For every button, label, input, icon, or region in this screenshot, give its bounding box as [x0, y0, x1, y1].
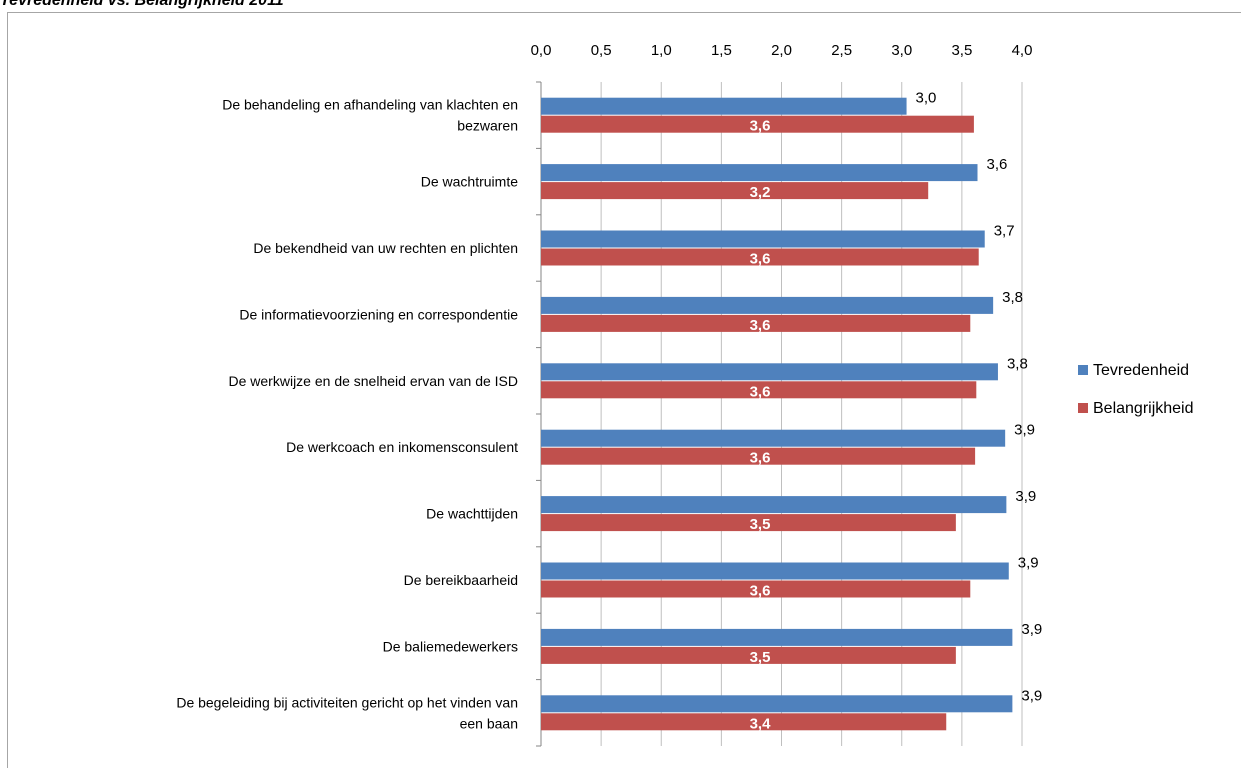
x-tick-label: 3,0 — [891, 42, 912, 59]
bar-tevredenheid — [541, 562, 1009, 580]
bar-tevredenheid — [541, 164, 978, 182]
category-label: De werkwijze en de snelheid ervan van de… — [229, 373, 519, 389]
legend-label: Tevredenheid — [1093, 362, 1189, 379]
bar-belangrijkheid — [541, 381, 977, 399]
category-label: De begeleiding bij activiteiten gericht … — [176, 694, 518, 710]
data-label-belangrijkheid: 3,6 — [750, 118, 771, 135]
data-label-belangrijkheid: 3,6 — [750, 583, 771, 600]
bar-belangrijkheid — [541, 646, 956, 664]
bar-belangrijkheid — [541, 713, 947, 731]
data-label-belangrijkheid: 3,5 — [750, 649, 771, 666]
data-label-belangrijkheid: 3,6 — [750, 450, 771, 467]
legend-swatch — [1078, 403, 1088, 413]
x-tick-label: 0,5 — [591, 42, 612, 59]
data-label-tevredenheid: 3,9 — [1021, 687, 1042, 704]
data-label-belangrijkheid: 3,4 — [750, 715, 772, 732]
category-label: bezwaren — [457, 118, 518, 134]
data-label-belangrijkheid: 3,6 — [750, 383, 771, 400]
category-label: De bekendheid van uw rechten en plichten — [253, 240, 518, 256]
data-label-tevredenheid: 3,7 — [994, 223, 1015, 240]
bar-belangrijkheid — [541, 115, 974, 133]
x-tick-label: 2,5 — [831, 42, 852, 59]
data-label-tevredenheid: 3,8 — [1002, 289, 1023, 306]
data-label-tevredenheid: 3,9 — [1014, 422, 1035, 439]
category-label: De behandeling en afhandeling van klacht… — [222, 97, 518, 113]
legend-swatch — [1078, 365, 1088, 375]
data-label-tevredenheid: 3,6 — [987, 156, 1008, 173]
category-label: De bereikbaarheid — [404, 572, 518, 588]
bar-tevredenheid — [541, 695, 1013, 713]
bar-tevredenheid — [541, 363, 998, 381]
category-label: De wachttijden — [426, 506, 518, 522]
bar-tevredenheid — [541, 97, 907, 115]
bar-belangrijkheid — [541, 514, 956, 532]
data-label-belangrijkheid: 3,6 — [750, 251, 771, 268]
data-label-tevredenheid: 3,9 — [1021, 621, 1042, 638]
bar-tevredenheid — [541, 429, 1006, 447]
data-label-tevredenheid: 3,0 — [916, 90, 937, 107]
category-label: De werkcoach en inkomensconsulent — [286, 439, 518, 455]
category-label: De informatievoorziening en corresponden… — [239, 306, 518, 322]
bar-tevredenheid — [541, 628, 1013, 646]
data-label-belangrijkheid: 3,6 — [750, 317, 771, 334]
data-label-belangrijkheid: 3,5 — [750, 516, 771, 533]
legend-label: Belangrijkheid — [1093, 400, 1194, 417]
x-tick-label: 3,5 — [951, 42, 972, 59]
x-tick-label: 1,5 — [711, 42, 732, 59]
category-label: een baan — [460, 715, 518, 731]
data-label-tevredenheid: 3,9 — [1018, 555, 1039, 572]
x-tick-label: 4,0 — [1012, 42, 1033, 59]
category-label: De wachtruimte — [421, 174, 518, 190]
chart-frame — [7, 12, 1241, 768]
bar-belangrijkheid — [541, 580, 971, 598]
bar-belangrijkheid — [541, 447, 976, 465]
bar-belangrijkheid — [541, 182, 929, 200]
data-label-tevredenheid: 3,8 — [1007, 355, 1028, 372]
bar-belangrijkheid — [541, 248, 979, 266]
bar-tevredenheid — [541, 230, 985, 248]
page-title: Tevredenheid vs. Belangrijkheid 2011 — [0, 0, 284, 9]
data-label-belangrijkheid: 3,2 — [750, 184, 771, 201]
bar-belangrijkheid — [541, 314, 971, 332]
bar-tevredenheid — [541, 296, 994, 314]
x-tick-label: 1,0 — [651, 42, 672, 59]
data-label-tevredenheid: 3,9 — [1015, 488, 1036, 505]
bar-tevredenheid — [541, 496, 1007, 514]
category-label: De baliemedewerkers — [383, 638, 518, 654]
x-tick-label: 0,0 — [531, 42, 552, 59]
x-tick-label: 2,0 — [771, 42, 792, 59]
